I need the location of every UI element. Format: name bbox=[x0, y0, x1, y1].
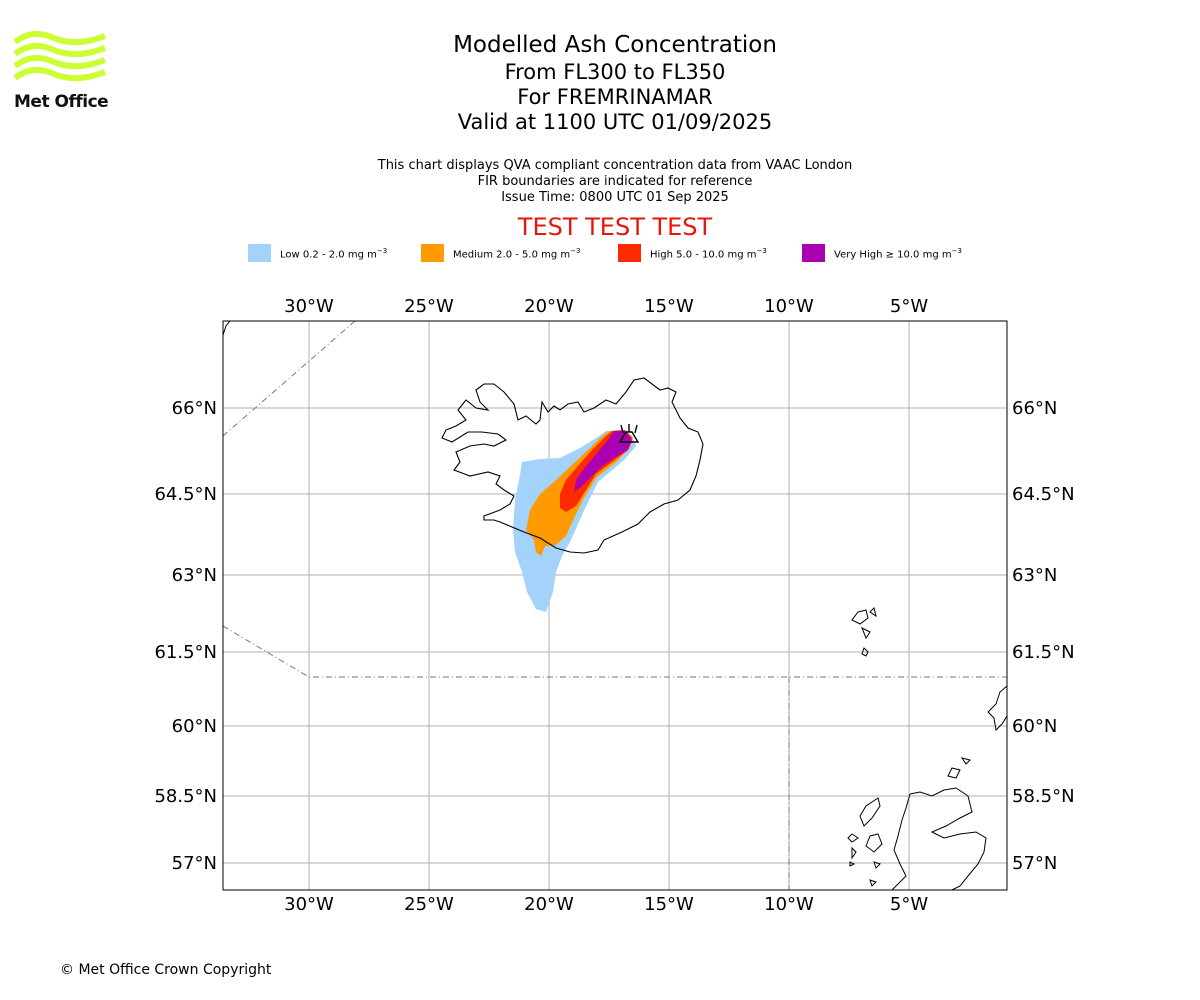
valid-time: Valid at 1100 UTC 01/09/2025 bbox=[457, 110, 773, 134]
ash-very-high bbox=[574, 431, 632, 492]
lat-label-left: 64.5°N bbox=[154, 484, 217, 505]
note-line-1: This chart displays QVA compliant concen… bbox=[377, 158, 853, 173]
lon-label-top: 15°W bbox=[644, 296, 694, 317]
legend-swatch-medium bbox=[421, 244, 444, 262]
lon-label-bottom: 25°W bbox=[404, 894, 454, 915]
lon-label-bottom: 15°W bbox=[644, 894, 694, 915]
note-line-2: FIR boundaries are indicated for referen… bbox=[477, 174, 753, 189]
test-banner: TEST TEST TEST bbox=[517, 213, 713, 241]
lat-label-right: 61.5°N bbox=[1012, 642, 1075, 663]
lat-label-right: 57°N bbox=[1012, 853, 1057, 874]
lat-label-left: 60°N bbox=[172, 716, 217, 737]
lon-labels-top: 30°W 25°W 20°W 15°W 10°W 5°W bbox=[284, 296, 928, 317]
chart-title: Modelled Ash Concentration bbox=[453, 32, 777, 58]
lon-labels-bottom: 30°W 25°W 20°W 15°W 10°W 5°W bbox=[284, 894, 928, 915]
flight-levels: From FL300 to FL350 bbox=[504, 60, 726, 84]
faroe-islands bbox=[851, 607, 877, 657]
lon-label-top: 10°W bbox=[764, 296, 814, 317]
lon-label-top: 20°W bbox=[524, 296, 574, 317]
lat-label-right: 64.5°N bbox=[1012, 484, 1075, 505]
graticule bbox=[223, 321, 1007, 890]
title-block: Modelled Ash Concentration From FL300 to… bbox=[415, 30, 815, 135]
lat-label-right: 66°N bbox=[1012, 398, 1057, 419]
legend-label-medium: Medium 2.0 - 5.0 mg m−3 bbox=[453, 247, 581, 261]
legend-label-low: Low 0.2 - 2.0 mg m−3 bbox=[280, 247, 388, 261]
fir-boundaries bbox=[223, 321, 1007, 890]
legend-swatch-very-high bbox=[802, 244, 825, 262]
lat-labels-right: 66°N 64.5°N 63°N 61.5°N 60°N 58.5°N 57°N bbox=[1012, 398, 1075, 874]
lon-label-bottom: 20°W bbox=[524, 894, 574, 915]
met-office-logo bbox=[14, 30, 106, 82]
lat-label-left: 57°N bbox=[172, 853, 217, 874]
lon-label-bottom: 5°W bbox=[890, 894, 928, 915]
hebrides-islands bbox=[847, 757, 971, 887]
copyright: © Met Office Crown Copyright bbox=[60, 962, 272, 978]
map-content bbox=[223, 321, 1007, 890]
lon-label-top: 30°W bbox=[284, 296, 334, 317]
legend-label-very-high: Very High ≥ 10.0 mg m−3 bbox=[834, 247, 962, 261]
shetland-coastline bbox=[987, 685, 1007, 732]
lat-label-left: 61.5°N bbox=[154, 642, 217, 663]
iceland-coastline bbox=[441, 377, 704, 554]
lat-label-left: 58.5°N bbox=[154, 786, 217, 807]
scotland-coastline bbox=[891, 787, 987, 890]
logo-text: Met Office bbox=[14, 92, 109, 112]
volcano-icon bbox=[618, 424, 640, 443]
lon-label-bottom: 10°W bbox=[764, 894, 814, 915]
lat-label-left: 63°N bbox=[172, 565, 217, 586]
lat-label-right: 60°N bbox=[1012, 716, 1057, 737]
greenland-coastline bbox=[223, 321, 231, 336]
chart-notes: This chart displays QVA compliant concen… bbox=[315, 158, 915, 206]
legend-swatch-low bbox=[248, 244, 271, 262]
lon-label-bottom: 30°W bbox=[284, 894, 334, 915]
lat-label-right: 63°N bbox=[1012, 565, 1057, 586]
region-name: For FREMRINAMAR bbox=[517, 85, 713, 109]
lon-label-top: 5°W bbox=[890, 296, 928, 317]
ash-low bbox=[513, 430, 636, 612]
note-line-3: Issue Time: 0800 UTC 01 Sep 2025 bbox=[501, 190, 729, 205]
lat-label-right: 58.5°N bbox=[1012, 786, 1075, 807]
lat-labels-left: 66°N 64.5°N 63°N 61.5°N 60°N 58.5°N 57°N bbox=[154, 398, 217, 874]
lon-label-top: 25°W bbox=[404, 296, 454, 317]
lat-label-left: 66°N bbox=[172, 398, 217, 419]
legend-swatch-high bbox=[618, 244, 641, 262]
legend-label-high: High 5.0 - 10.0 mg m−3 bbox=[650, 247, 767, 261]
map-frame bbox=[222, 320, 1008, 891]
